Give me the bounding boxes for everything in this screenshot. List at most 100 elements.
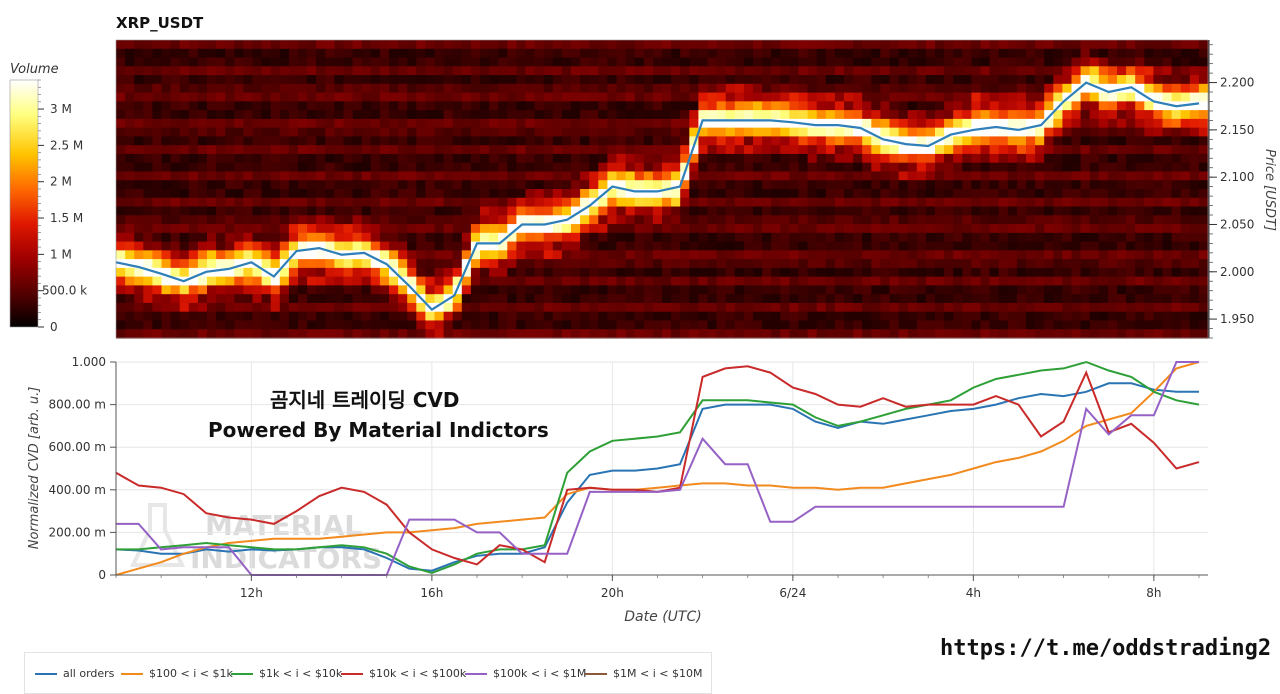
heatmap-cell (880, 118, 891, 129)
heatmap-cell (1007, 48, 1018, 59)
heatmap-cell (1035, 101, 1045, 111)
heatmap-cell (880, 320, 891, 330)
heatmap-cell (980, 48, 991, 59)
heatmap-cell (1180, 224, 1191, 234)
heatmap-cell (352, 101, 363, 111)
heatmap-cell (179, 206, 190, 216)
heatmap-cell (689, 118, 699, 129)
heatmap-cell (898, 48, 909, 59)
heatmap-cell (1144, 320, 1154, 330)
heatmap-cell (907, 145, 918, 155)
legend-item-1k-10k[interactable]: $1k < i < $10k (231, 667, 342, 681)
heatmap-cell (316, 162, 326, 173)
heatmap-cell (1098, 101, 1109, 111)
legend-item-100k-1m[interactable]: $100k < i < $1M (465, 667, 586, 681)
heatmap-cell (352, 189, 363, 199)
heatmap-cell (1053, 48, 1063, 59)
heatmap-cell (370, 40, 381, 50)
heatmap-cell (998, 197, 1009, 208)
colorbar-tick-label: 500.0 k (42, 284, 87, 298)
heatmap-cell (170, 127, 181, 138)
heatmap-cell (1135, 189, 1145, 199)
heatmap-cell (634, 189, 645, 199)
heatmap-cell (589, 171, 599, 181)
heatmap-cell (1162, 171, 1173, 181)
heatmap-cell (716, 267, 727, 278)
legend-item-100-1k[interactable]: $100 < i < $1k (121, 667, 233, 681)
heatmap-cell (1171, 311, 1182, 322)
heatmap-cell (571, 276, 581, 287)
heatmap-cell (1035, 294, 1045, 304)
heatmap-cell (1171, 110, 1182, 120)
heatmap-cell (571, 224, 581, 234)
heatmap-cell (125, 285, 135, 295)
heatmap-cell (489, 250, 499, 260)
heatmap-cell (543, 92, 554, 102)
heatmap-cell (370, 171, 381, 181)
heatmap-cell (734, 40, 745, 50)
heatmap-cell (143, 83, 153, 94)
heatmap-cell (370, 75, 381, 85)
heatmap-cell (580, 171, 590, 181)
heatmap-cell (898, 75, 909, 85)
heatmap-cell (534, 75, 545, 85)
heatmap-cell (1171, 302, 1182, 313)
heatmap-cell (179, 48, 190, 59)
heatmap-cell (470, 57, 481, 67)
heatmap-cell (589, 75, 599, 85)
heatmap-cell (607, 66, 618, 76)
heatmap-cell (534, 276, 545, 287)
heatmap-cell (516, 180, 527, 190)
heatmap-cell (1053, 267, 1063, 278)
heatmap-cell (188, 75, 199, 85)
heatmap-cell (1026, 320, 1036, 330)
heatmap-cell (571, 267, 581, 278)
heatmap-cell (288, 180, 299, 190)
heatmap-cell (1162, 180, 1173, 190)
heatmap-cell (898, 311, 909, 322)
heatmap-cell (434, 75, 445, 85)
heatmap-cell (998, 127, 1009, 138)
heatmap-cell (680, 118, 690, 129)
heatmap-cell (516, 311, 527, 322)
heatmap-cell (261, 118, 272, 129)
legend-item-1m-10m[interactable]: $1M < i < $10M (585, 667, 702, 681)
heatmap-cell (962, 232, 972, 243)
heatmap-cell (234, 101, 244, 111)
heatmap-cell (179, 83, 190, 94)
heatmap-cell (316, 118, 326, 129)
heatmap-cell (298, 267, 308, 278)
heatmap-cell (844, 189, 854, 199)
heatmap-cell (480, 197, 490, 208)
legend-item-all-orders[interactable]: all orders (35, 667, 114, 681)
heatmap-cell (980, 285, 991, 295)
heatmap-cell (1135, 320, 1145, 330)
heatmap-cell (543, 171, 554, 181)
heatmap-cell (789, 285, 800, 295)
heatmap-cell (216, 153, 226, 164)
heatmap-cell (298, 302, 308, 313)
heatmap-cell (234, 66, 244, 76)
heatmap-cell (1171, 57, 1182, 67)
heatmap-cell (862, 136, 872, 146)
heatmap-cell (298, 197, 308, 208)
heatmap-cell (534, 259, 545, 269)
heatmap-cell (461, 57, 472, 67)
heatmap-cell (625, 250, 636, 260)
heatmap-cell (725, 215, 736, 225)
heatmap-cell (898, 206, 909, 216)
heatmap-cell (1135, 66, 1145, 76)
legend-item-10k-100k[interactable]: $10k < i < $100k (341, 667, 466, 681)
heatmap-cell (161, 92, 172, 102)
heatmap-cell (179, 171, 190, 181)
heatmap-cell (925, 206, 936, 216)
telegram-link[interactable]: https://t.me/oddstrading2 (940, 636, 1272, 661)
heatmap-cell (207, 92, 217, 102)
heatmap-cell (935, 250, 945, 260)
heatmap-cell (671, 294, 681, 304)
heatmap-cell (543, 224, 554, 234)
heatmap-cell (480, 206, 490, 216)
heatmap-cell (561, 145, 572, 155)
heatmap-cell (834, 162, 845, 173)
heatmap-cell (225, 83, 235, 94)
